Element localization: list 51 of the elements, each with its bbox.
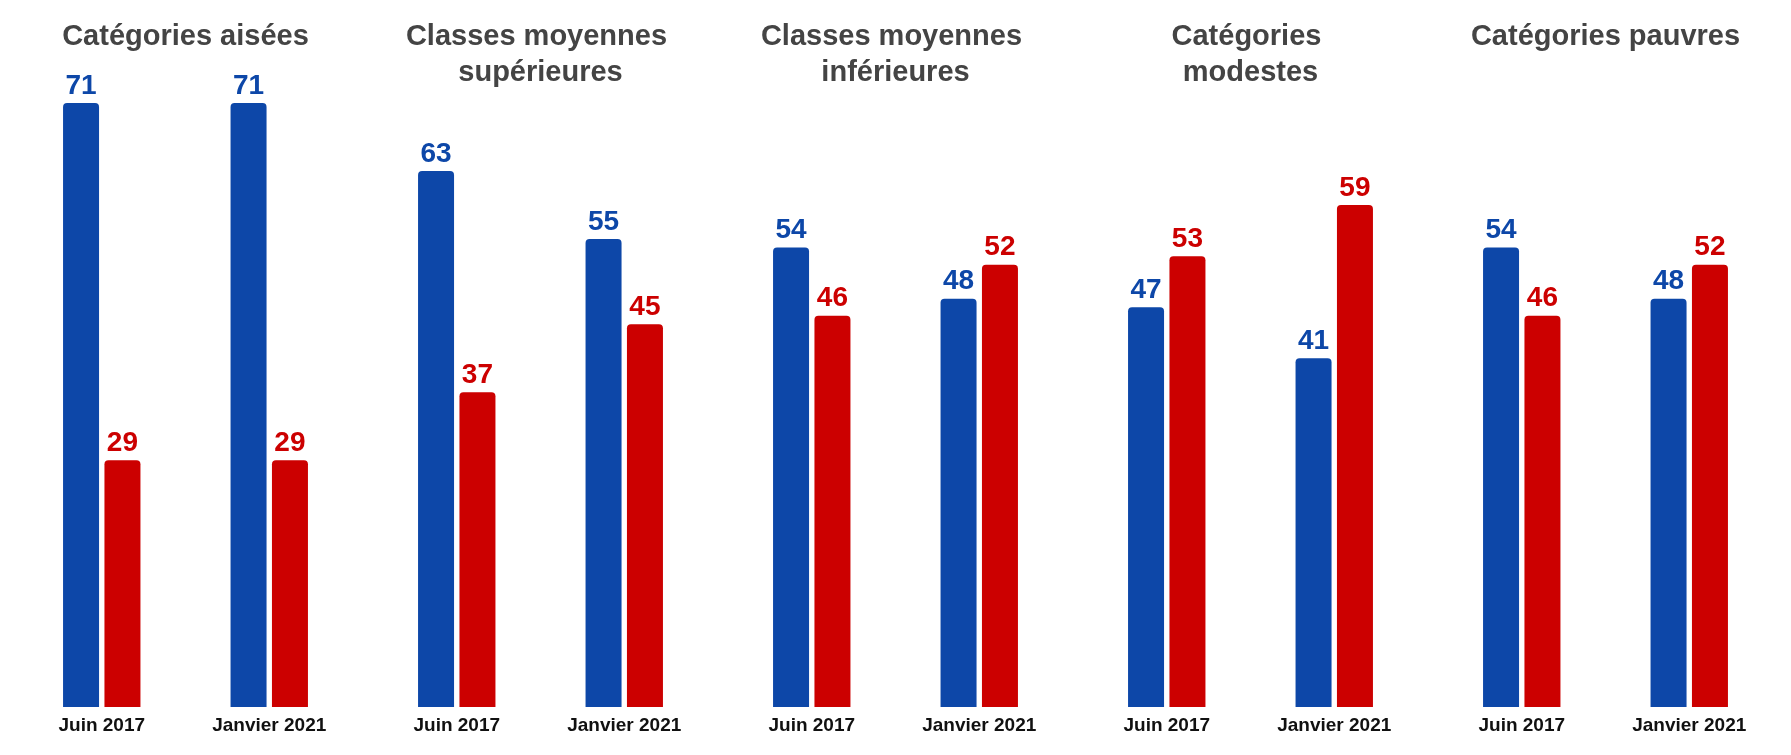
data-label: 45: [629, 289, 661, 321]
data-label: 71: [65, 68, 97, 100]
data-label: 47: [1130, 272, 1162, 304]
data-label: 48: [942, 264, 975, 296]
chart-title: Classes moyennes supérieures: [405, 19, 676, 87]
bar: [1128, 307, 1165, 707]
bar: [418, 171, 455, 707]
x-tick-label: Janvier 2021: [567, 714, 682, 735]
bar: [585, 239, 622, 707]
bar: [626, 324, 663, 707]
bar: [1691, 264, 1728, 707]
x-tick-label: Juin 2017: [1123, 714, 1211, 735]
x-tick-label: Janvier 2021: [212, 714, 327, 735]
data-label: 52: [984, 230, 1016, 262]
bar: [814, 315, 851, 707]
data-label: 71: [232, 68, 265, 100]
data-label: 29: [106, 425, 139, 457]
data-label: 54: [775, 213, 808, 245]
bar: [459, 392, 496, 707]
data-label: 46: [816, 281, 849, 313]
x-tick-label: Juin 2017: [58, 714, 146, 735]
x-tick-label: Janvier 2021: [1632, 714, 1747, 735]
bar: [1483, 247, 1520, 707]
bar: [1336, 205, 1373, 707]
x-tick-label: Juin 2017: [768, 714, 856, 735]
data-label: 29: [274, 425, 306, 457]
data-label: 54: [1485, 213, 1518, 245]
x-tick-label: Janvier 2021: [1277, 714, 1392, 735]
data-label: 46: [1526, 281, 1559, 313]
data-label: 37: [461, 357, 494, 389]
data-label: 41: [1297, 323, 1330, 355]
chart-title: Catégories modestes: [1171, 19, 1330, 87]
chart-title: Classes moyennes inférieures: [760, 19, 1031, 87]
data-label: 59: [1339, 170, 1371, 202]
bar: [773, 247, 810, 707]
chart-title: Catégories aisées: [62, 19, 309, 51]
bar: [1524, 315, 1561, 707]
data-label: 52: [1694, 230, 1726, 262]
x-tick-label: Juin 2017: [1478, 714, 1566, 735]
x-tick-label: Janvier 2021: [922, 714, 1037, 735]
bar: [940, 298, 977, 707]
bar: [1169, 256, 1206, 707]
bar: [981, 264, 1018, 707]
bar: [1650, 298, 1687, 707]
bar: [1295, 358, 1332, 707]
data-label: 55: [587, 204, 620, 236]
data-label: 53: [1171, 221, 1204, 253]
data-label: 48: [1652, 264, 1685, 296]
data-label: 63: [420, 136, 452, 168]
x-tick-label: Juin 2017: [413, 714, 501, 735]
chart-title: Catégories pauvres: [1470, 19, 1741, 51]
